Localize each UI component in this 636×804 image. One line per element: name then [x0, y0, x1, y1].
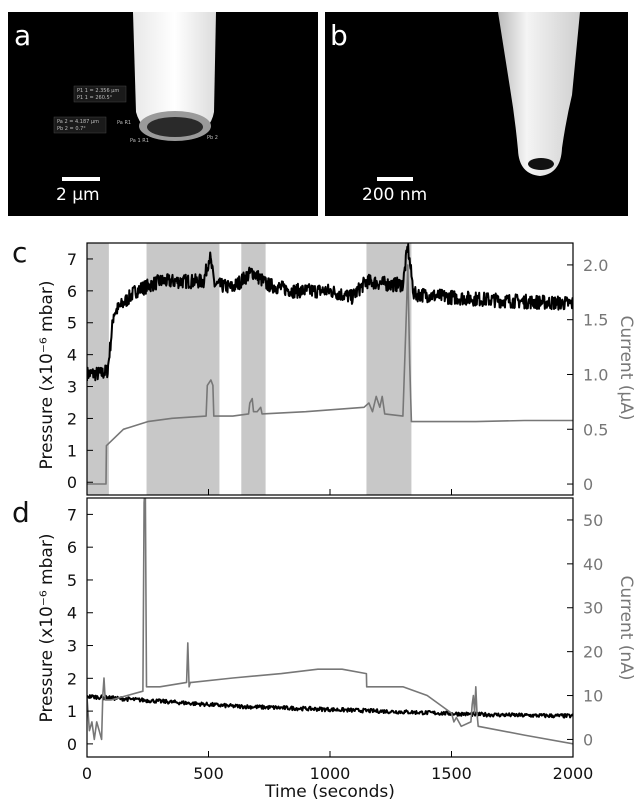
panel-letter-b: b	[330, 19, 348, 52]
y-tick-label: 6	[67, 282, 77, 301]
x-tick-label: 1500	[431, 764, 472, 783]
y2-tick-label: 2.0	[583, 256, 608, 275]
series-lines-c	[87, 243, 573, 485]
y2-tick-label: 50	[583, 511, 603, 530]
y-tick-label: 3	[67, 378, 77, 397]
plot-frame-d	[86, 497, 574, 758]
y-tick-label: 7	[67, 505, 77, 524]
ticks-c: 0 1 2 3 4 5 6 7 0 0.5 1.0 1.5 2.0	[67, 250, 608, 495]
y-tick-label: 0	[67, 473, 77, 492]
chart-panel-c: 0 1 2 3 4 5 6 7 0 0.5 1.0 1.5 2.0 c Pressure (x10⁻⁶ …	[12, 236, 636, 496]
y2-tick-label: 20	[583, 643, 603, 662]
sem-annotation: P1 1 = 260.5°	[77, 95, 113, 101]
y-tick-label: 4	[67, 346, 77, 365]
sem-annotation: P1 1 = 2.356 µm	[77, 88, 119, 94]
y-tick-label: 5	[67, 314, 77, 333]
y-axis-label-c: Pressure (x10⁻⁶ mbar)	[37, 281, 57, 470]
y2-tick-label: 0	[583, 730, 593, 749]
scale-label-b: 200 nm	[362, 185, 427, 205]
y-tick-label: 0	[67, 735, 77, 754]
sem-image-b: b 200 nm	[325, 12, 628, 216]
sem-measurement-annotations: P1 1 = 2.356 µm P1 1 = 260.5° Pa 2 = 4.1…	[53, 85, 218, 144]
y-tick-label: 3	[67, 637, 77, 656]
sem-annotation: Pa R1	[117, 120, 131, 126]
x-tick-label: 0	[82, 764, 92, 783]
y-tick-label: 1	[67, 441, 77, 460]
y-tick-label: 6	[67, 538, 77, 557]
sem-annotation: Pa 2 = 4.187 µm	[57, 119, 99, 125]
y-axis-label-d: Pressure (x10⁻⁶ mbar)	[37, 534, 57, 723]
sem-image-a: P1 1 = 2.356 µm P1 1 = 260.5° Pa 2 = 4.1…	[8, 12, 318, 216]
x-tick-label: 1000	[310, 764, 351, 783]
panel-letter-c: c	[12, 236, 27, 269]
current-series-line	[87, 264, 573, 485]
y-tick-label: 7	[67, 250, 77, 269]
y-tick-label: 1	[67, 702, 77, 721]
series-lines-d	[87, 498, 573, 745]
y2-axis-label-c: Current (µA)	[616, 316, 636, 421]
y2-tick-label: 1.5	[583, 311, 608, 330]
sem-annotation: Pb 2 = 0.7°	[57, 126, 86, 132]
y-tick-label: 2	[67, 669, 77, 688]
pressure-series-line	[87, 243, 573, 382]
panel-letter-d: d	[12, 496, 30, 529]
y-tick-label: 4	[67, 604, 77, 623]
sem-annotation: Pb 2	[207, 135, 218, 141]
current-series-line	[87, 498, 573, 745]
x-tick-label: 500	[193, 764, 224, 783]
sem-annotation: Pa 1 R1	[130, 138, 149, 144]
scale-bar-a	[62, 177, 100, 181]
scale-bar-b	[377, 177, 413, 181]
y2-tick-label: 0.5	[583, 420, 608, 439]
x-axis-label: Time (seconds)	[264, 782, 395, 802]
y2-tick-label: 1.0	[583, 365, 608, 384]
scale-label-a: 2 µm	[56, 185, 100, 205]
pressure-series-line	[87, 694, 573, 719]
y2-tick-label: 40	[583, 555, 603, 574]
x-tick-label: 2000	[553, 764, 594, 783]
y2-axis-label-d: Current (nA)	[616, 576, 636, 681]
y2-tick-label: 10	[583, 687, 603, 706]
y2-tick-label: 30	[583, 599, 603, 618]
y2-tick-label: 0	[583, 475, 593, 494]
y-tick-label: 2	[67, 409, 77, 428]
panel-letter-a: a	[14, 19, 31, 52]
y-tick-label: 5	[67, 571, 77, 590]
